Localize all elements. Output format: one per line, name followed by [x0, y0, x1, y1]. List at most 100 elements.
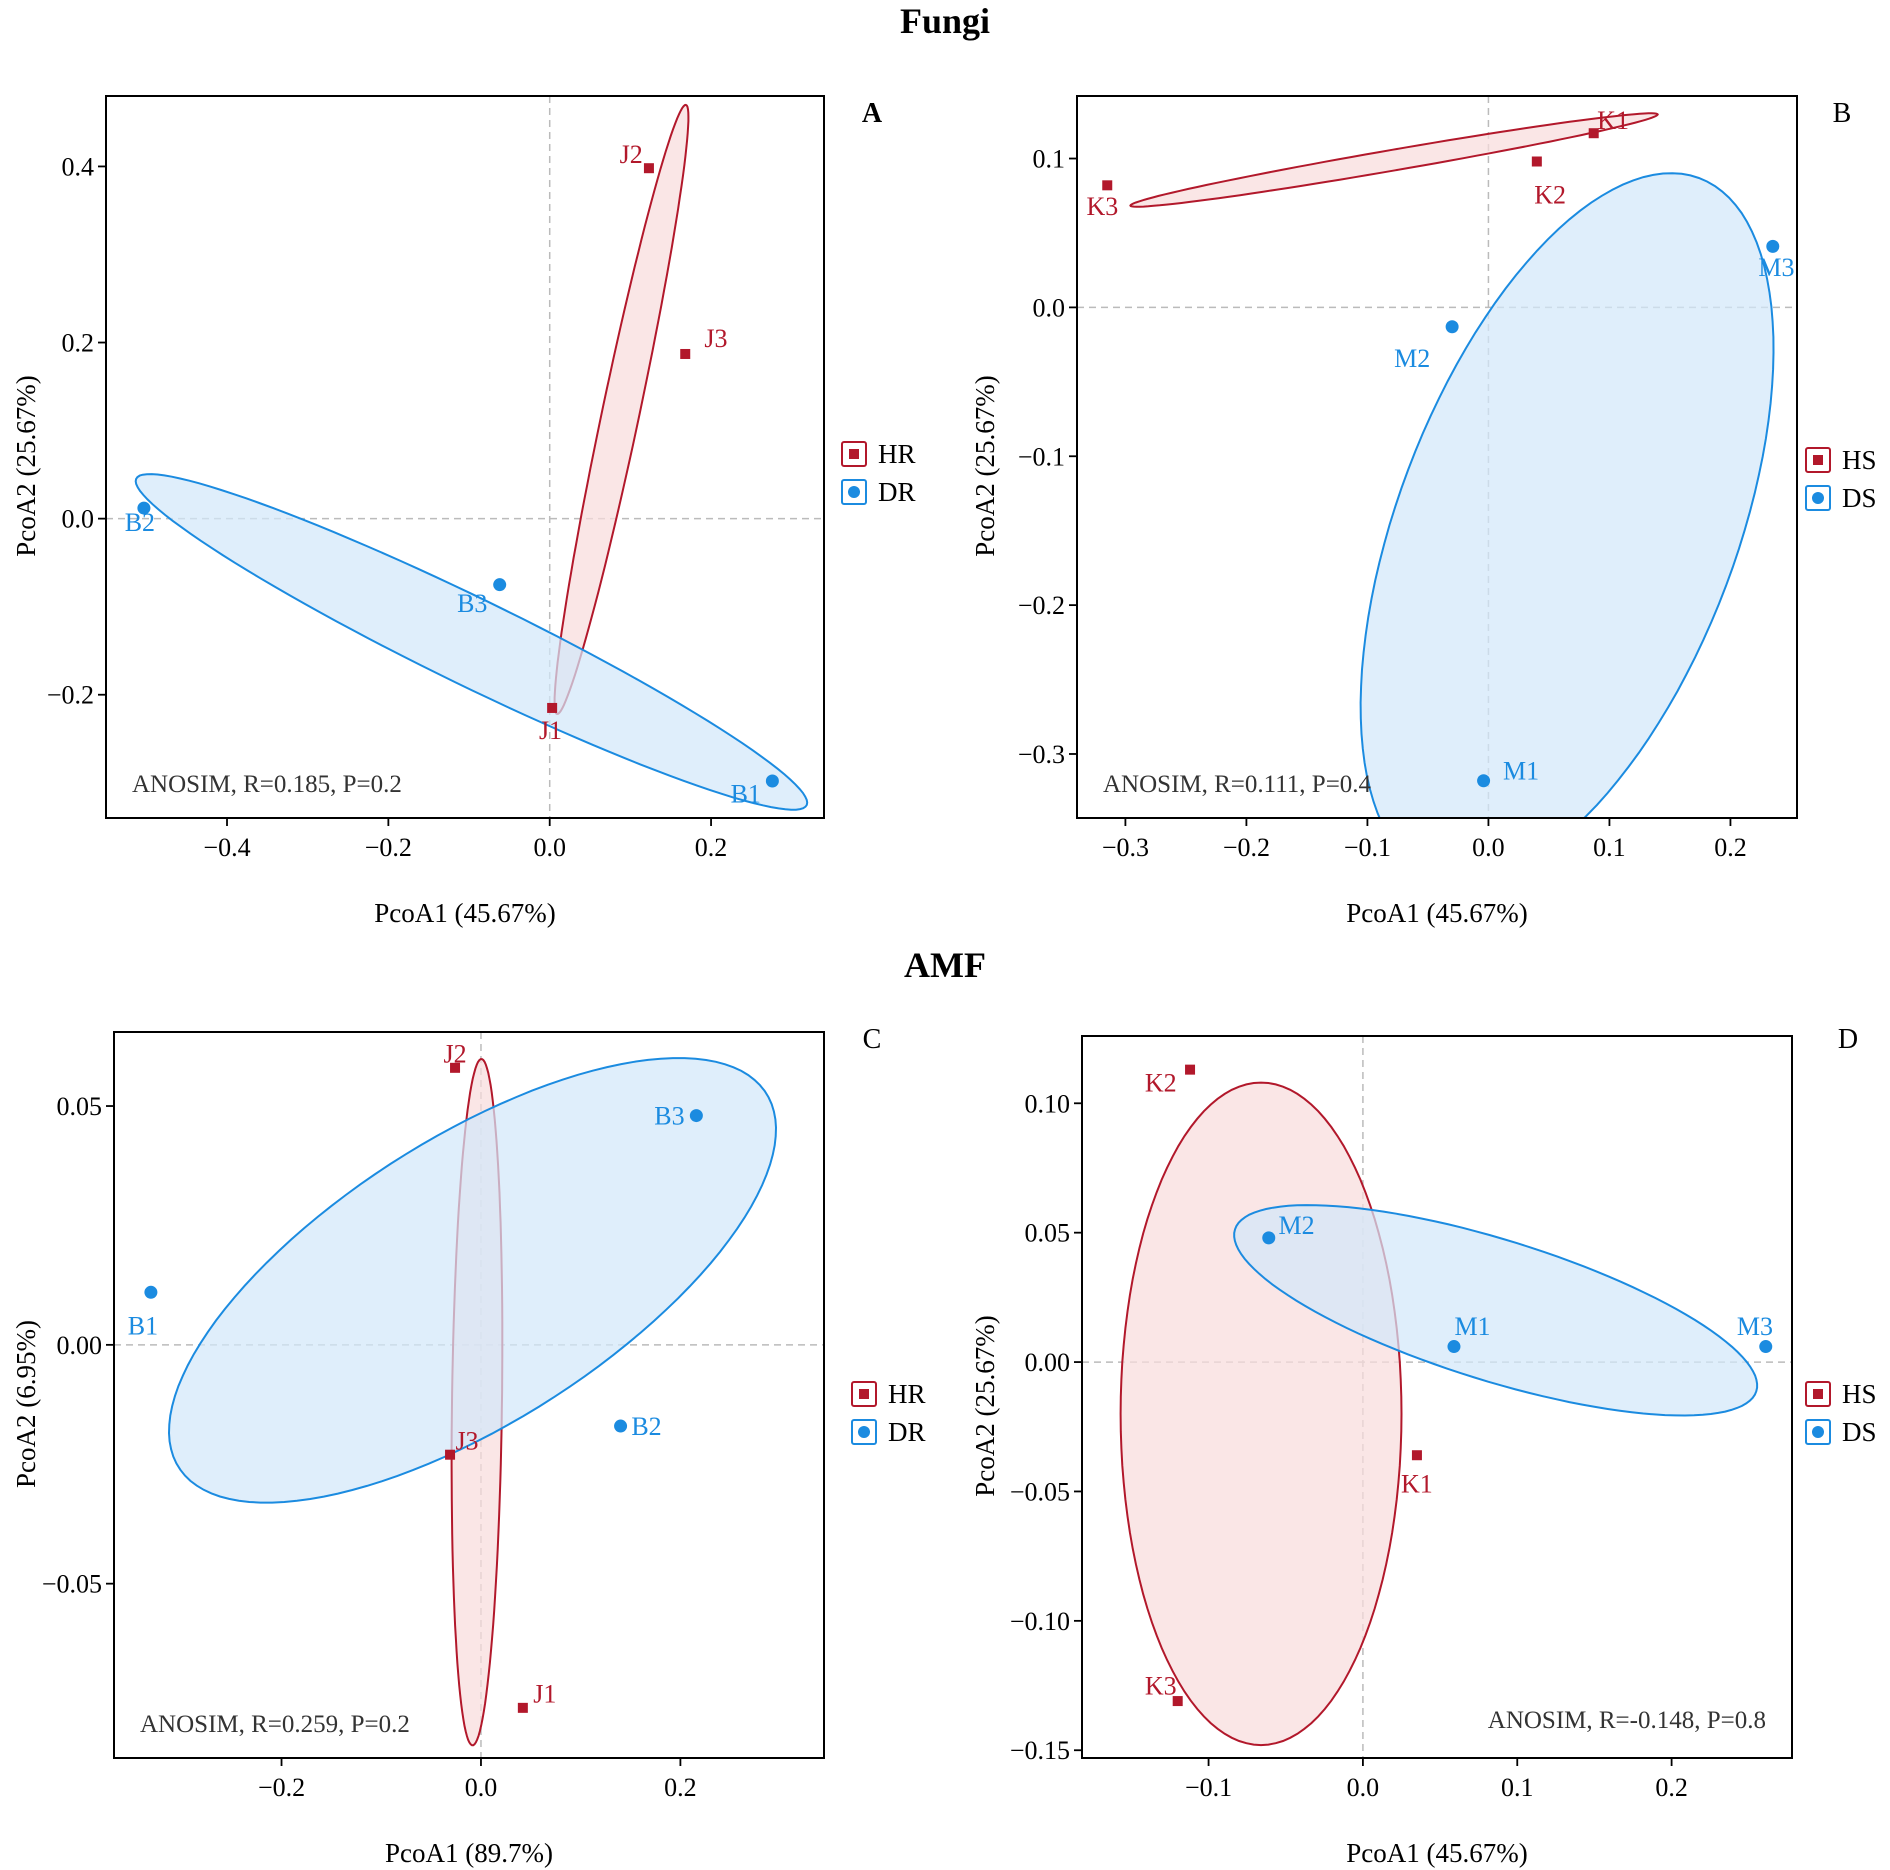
point-b3 [493, 578, 507, 592]
point-b1 [765, 774, 779, 788]
y-tick-label: 0.00 [1025, 1348, 1071, 1377]
y-tick-label: −0.2 [47, 681, 94, 710]
y-axis-label: PcoA2 (25.67%) [11, 375, 41, 556]
x-tick-label: 0.0 [533, 833, 566, 862]
point-label-b3: B3 [457, 589, 487, 618]
x-tick-label: −0.3 [1102, 833, 1149, 862]
x-tick-label: −0.2 [1223, 833, 1270, 862]
point-label-b3: B3 [654, 1102, 684, 1131]
plot-content: J1 J2 J3 B1 B2 B3 [114, 1032, 824, 1758]
x-tick-label: 0.0 [1347, 1773, 1380, 1802]
point-m2 [1445, 320, 1459, 334]
ellipse-hs [1129, 112, 1659, 208]
legend-label: HS [1842, 1379, 1877, 1409]
x-tick-label: −0.4 [203, 833, 250, 862]
legend-label: DS [1842, 1417, 1877, 1447]
x-axis-label: PcoA1 (45.67%) [1346, 898, 1527, 928]
anosim-annotation: ANOSIM, R=0.259, P=0.2 [140, 1711, 410, 1738]
x-tick-label: 0.0 [1472, 833, 1505, 862]
point-j3 [445, 1449, 456, 1460]
point-label-j3: J3 [455, 1426, 478, 1455]
x-tick-label: −0.1 [1344, 833, 1391, 862]
legend-label: HR [888, 1379, 926, 1409]
plot-content: J1 J2 J3 B1 B2 B3 [106, 96, 824, 818]
y-axis-label: PcoA2 (25.67%) [970, 1315, 1000, 1496]
amf-section-title: AMF [904, 945, 986, 985]
plot-frame [105, 95, 825, 819]
panel-b: K1 K2 K3 M1 M2 M3 −0.3 −0.2 −0.1 0.0 0.1 0.2 −0.3 −0.… [970, 95, 1877, 928]
point-label-j1: J1 [533, 1680, 556, 1709]
x-tick-label: −0.1 [1185, 1773, 1232, 1802]
point-label-k1: K1 [1401, 1470, 1433, 1499]
legend-item-dr: DR [851, 1417, 926, 1447]
legend-marker [1812, 1426, 1824, 1438]
legend-item-dr: DR [841, 477, 916, 507]
ellipse-hs [1119, 1081, 1403, 1747]
x-tick-label: 0.0 [465, 1773, 498, 1802]
point-k1 [1411, 1450, 1422, 1461]
x-tick-label: 0.2 [1714, 833, 1747, 862]
point-m3 [1766, 239, 1780, 253]
point-label-j2: J2 [620, 140, 643, 169]
y-axis-label: PcoA2 (6.95%) [11, 1320, 41, 1488]
x-tick-label: −0.2 [365, 833, 412, 862]
point-label-m3: M3 [1758, 253, 1794, 282]
anosim-annotation: ANOSIM, R=-0.148, P=0.8 [1488, 1707, 1766, 1734]
legend-marker [859, 1389, 869, 1399]
point-label-j3: J3 [704, 324, 727, 353]
point-label-b1: B1 [128, 1312, 158, 1341]
point-j2 [643, 163, 654, 174]
point-label-m3: M3 [1737, 1312, 1773, 1341]
y-tick-label: −0.15 [1010, 1736, 1070, 1765]
point-label-b2: B2 [125, 508, 155, 537]
plot-content: K1 K2 K3 M1 M2 M3 [1077, 96, 1797, 818]
point-label-k2: K2 [1145, 1069, 1177, 1098]
point-m1 [1447, 1340, 1461, 1354]
point-label-k3: K3 [1087, 192, 1119, 221]
point-label-k1: K1 [1597, 106, 1629, 135]
x-axis-label: PcoA1 (45.67%) [1346, 1838, 1527, 1868]
legend-marker [1812, 492, 1824, 504]
point-label-m2: M2 [1394, 344, 1430, 373]
point-label-m2: M2 [1278, 1211, 1314, 1240]
legend-marker [848, 486, 860, 498]
y-tick-label: 0.4 [62, 152, 95, 181]
ellipse-dr [167, 1057, 778, 1504]
y-tick-label: 0.1 [1033, 145, 1066, 174]
x-tick-label: 0.2 [695, 833, 728, 862]
x-tick-label: 0.2 [664, 1773, 697, 1802]
y-tick-label: −0.05 [42, 1570, 102, 1599]
point-m2 [1262, 1231, 1276, 1245]
anosim-annotation: ANOSIM, R=0.111, P=0.4 [1103, 771, 1372, 798]
legend-marker [849, 449, 859, 459]
x-axis-label: PcoA1 (89.7%) [385, 1838, 553, 1868]
plot-content: K1 K2 K3 M1 M2 M3 [1082, 1036, 1792, 1758]
y-tick-label: 0.2 [62, 329, 95, 358]
y-axis-label: PcoA2 (25.67%) [970, 375, 1000, 556]
plot-area [106, 96, 824, 818]
point-k3 [1172, 1696, 1183, 1707]
ellipse-dr [134, 473, 809, 811]
y-tick-label: 0.05 [1025, 1219, 1071, 1248]
panel-label: B [1833, 98, 1852, 129]
panel-label: C [863, 1024, 882, 1055]
point-k2 [1531, 156, 1542, 167]
y-tick-label: −0.2 [1018, 591, 1065, 620]
plot-frame [113, 1031, 825, 1759]
legend-item-ds: DS [1805, 483, 1877, 513]
legend-item-hr: HR [841, 439, 916, 469]
y-tick-label: 0.0 [62, 505, 95, 534]
legend-item-hr: HR [851, 1379, 926, 1409]
anosim-annotation: ANOSIM, R=0.185, P=0.2 [132, 771, 402, 798]
point-label-k2: K2 [1534, 180, 1566, 209]
point-m3 [1759, 1340, 1773, 1354]
point-b1 [144, 1285, 158, 1299]
point-j1 [547, 702, 558, 713]
panel-label: A [862, 98, 883, 129]
y-tick-label: −0.3 [1018, 740, 1065, 769]
y-tick-label: 0.0 [1033, 293, 1066, 322]
point-label-b2: B2 [631, 1412, 661, 1441]
legend-marker [1813, 455, 1823, 465]
x-tick-label: 0.1 [1593, 833, 1626, 862]
